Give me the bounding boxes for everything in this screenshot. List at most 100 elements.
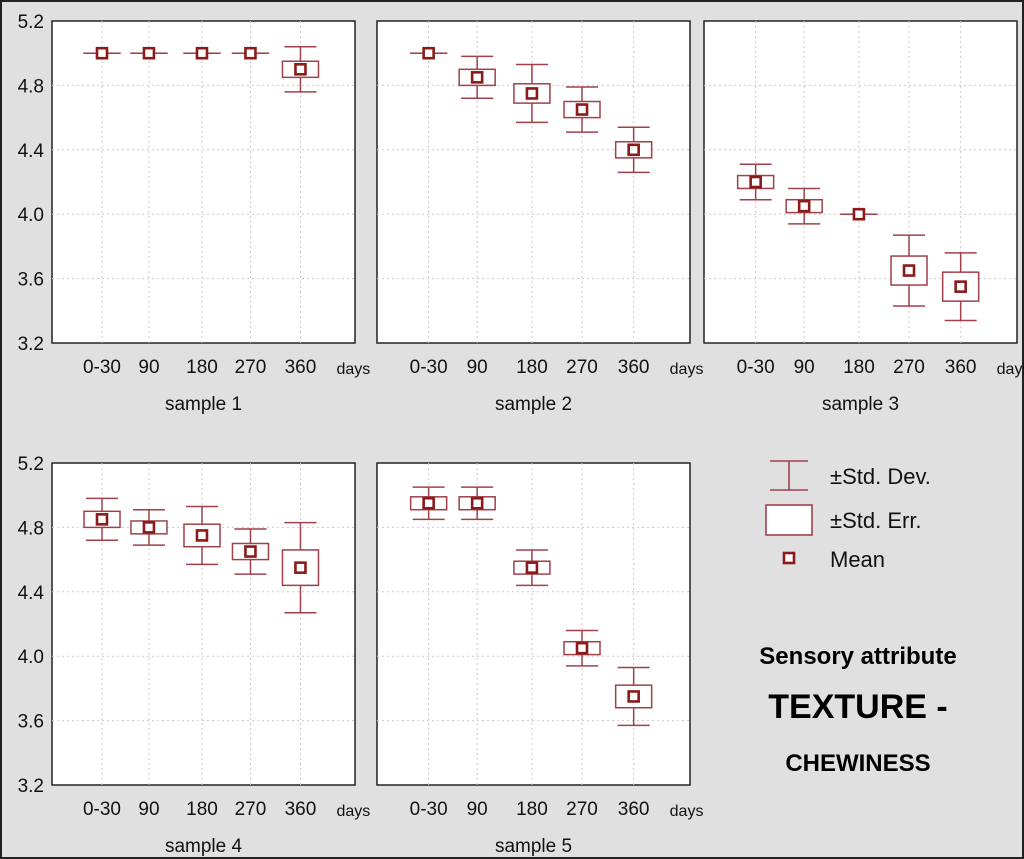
box-0-30 — [409, 46, 448, 60]
x-tick-label: 90 — [467, 799, 488, 820]
x-tick-label: 180 — [186, 799, 218, 820]
legend-sd-label: ±Std. Dev. — [830, 464, 931, 489]
y-tick-label: 4.0 — [18, 647, 44, 668]
box-0-30 — [83, 497, 121, 542]
mean-marker — [195, 46, 209, 60]
mean-marker — [627, 143, 640, 157]
x-tick-label: 360 — [285, 799, 317, 820]
x-axis-title: sample 4 — [165, 836, 243, 857]
x-tick-label: 360 — [618, 357, 650, 378]
chart-panels: 3.2 3.6 4.0 4.4 4.8 5.2 0-30 90 180 270 360 days sam… — [18, 12, 1024, 857]
mean-marker — [244, 545, 257, 558]
x-unit-label: days — [336, 361, 370, 378]
box-270 — [231, 528, 270, 575]
mean-marker — [902, 264, 916, 277]
y-tick-label: 4.0 — [18, 205, 44, 226]
x-tick-label: 270 — [235, 799, 267, 820]
x-axis-title: sample 5 — [495, 836, 572, 857]
mean-marker — [244, 46, 257, 60]
box-0-30 — [409, 486, 448, 521]
mean-marker — [525, 87, 539, 100]
box-270 — [563, 86, 601, 133]
x-tick-label: 180 — [186, 357, 218, 378]
box-180 — [183, 46, 221, 60]
x-tick-label: 90 — [138, 799, 159, 820]
box-90 — [130, 508, 168, 546]
caption-line3: CHEWINESS — [785, 750, 930, 777]
legend-se-icon — [765, 504, 813, 536]
panel-5: 0-30 90 180 270 360 days sample 5 — [376, 462, 703, 857]
box-360 — [281, 46, 320, 93]
mean-marker — [470, 71, 484, 84]
y-tick-label: 4.8 — [18, 76, 44, 97]
x-tick-label: 180 — [516, 799, 548, 820]
mean-marker — [470, 496, 484, 510]
x-axis-title: sample 2 — [495, 394, 572, 415]
legend-sd-icon — [770, 460, 808, 491]
mean-marker — [749, 175, 762, 189]
x-unit-label: days — [997, 361, 1024, 378]
mean-marker — [954, 280, 967, 293]
x-tick-label: 0-30 — [410, 799, 448, 820]
box-270 — [563, 629, 601, 667]
box-180 — [513, 549, 551, 587]
plot-area — [376, 462, 691, 786]
y-tick-label: 5.2 — [18, 454, 44, 475]
box-180 — [513, 63, 551, 124]
mean-marker — [195, 529, 209, 542]
y-tick-label: 5.2 — [18, 12, 44, 33]
mean-marker — [422, 496, 435, 510]
panel-3: 0-30 90 180 270 360 days sample 3 — [703, 20, 1024, 415]
y-tick-label: 3.2 — [18, 334, 44, 355]
y-tick-label: 4.4 — [18, 141, 45, 162]
box-360 — [941, 252, 980, 322]
x-tick-label: 0-30 — [83, 357, 121, 378]
box-90 — [130, 46, 168, 60]
box-360 — [614, 126, 653, 174]
x-tick-label: 360 — [618, 799, 650, 820]
x-tick-label: 270 — [566, 799, 598, 820]
x-tick-label: 180 — [516, 357, 548, 378]
caption-line2: TEXTURE - — [768, 688, 947, 726]
mean-marker — [575, 641, 589, 655]
x-tick-label: 90 — [794, 357, 815, 378]
x-tick-label: 180 — [843, 357, 875, 378]
x-unit-label: days — [336, 803, 370, 820]
box-180 — [840, 207, 878, 221]
mean-marker — [797, 199, 811, 213]
box-90 — [785, 187, 823, 225]
mean-marker — [294, 63, 307, 76]
mean-marker — [422, 46, 435, 60]
x-tick-label: 270 — [566, 357, 598, 378]
mean-marker — [142, 46, 156, 60]
caption-line1: Sensory attribute — [759, 643, 956, 670]
box-90 — [458, 486, 496, 521]
mean-marker — [852, 207, 866, 221]
box-270 — [890, 234, 928, 307]
box-0-30 — [83, 46, 121, 60]
box-360 — [614, 666, 653, 727]
panel-1: 3.2 3.6 4.0 4.4 4.8 5.2 0-30 90 180 270 360 days sam… — [18, 12, 371, 415]
x-axis-title: sample 1 — [165, 394, 242, 415]
x-tick-label: 0-30 — [410, 357, 448, 378]
x-tick-label: 270 — [235, 357, 267, 378]
legend-mean-label: Mean — [830, 547, 885, 572]
x-tick-label: 90 — [138, 357, 159, 378]
y-tick-label: 3.6 — [18, 712, 44, 733]
y-tick-label: 3.2 — [18, 776, 44, 797]
x-tick-label: 360 — [945, 357, 977, 378]
x-tick-label: 0-30 — [737, 357, 775, 378]
plot-area — [376, 20, 691, 344]
legend: ±Std. Dev. ±Std. Err. Mean — [765, 460, 931, 572]
y-tick-label: 4.8 — [18, 518, 44, 539]
box-270 — [231, 46, 270, 60]
mean-marker — [142, 521, 156, 534]
box-0-30 — [736, 163, 775, 201]
box-360 — [281, 521, 320, 614]
box-90 — [458, 55, 496, 100]
x-axis-title: sample 3 — [822, 394, 899, 415]
legend-mean-icon — [782, 551, 796, 565]
caption: Sensory attribute TEXTURE - CHEWINESS — [759, 643, 956, 777]
x-unit-label: days — [670, 361, 704, 378]
